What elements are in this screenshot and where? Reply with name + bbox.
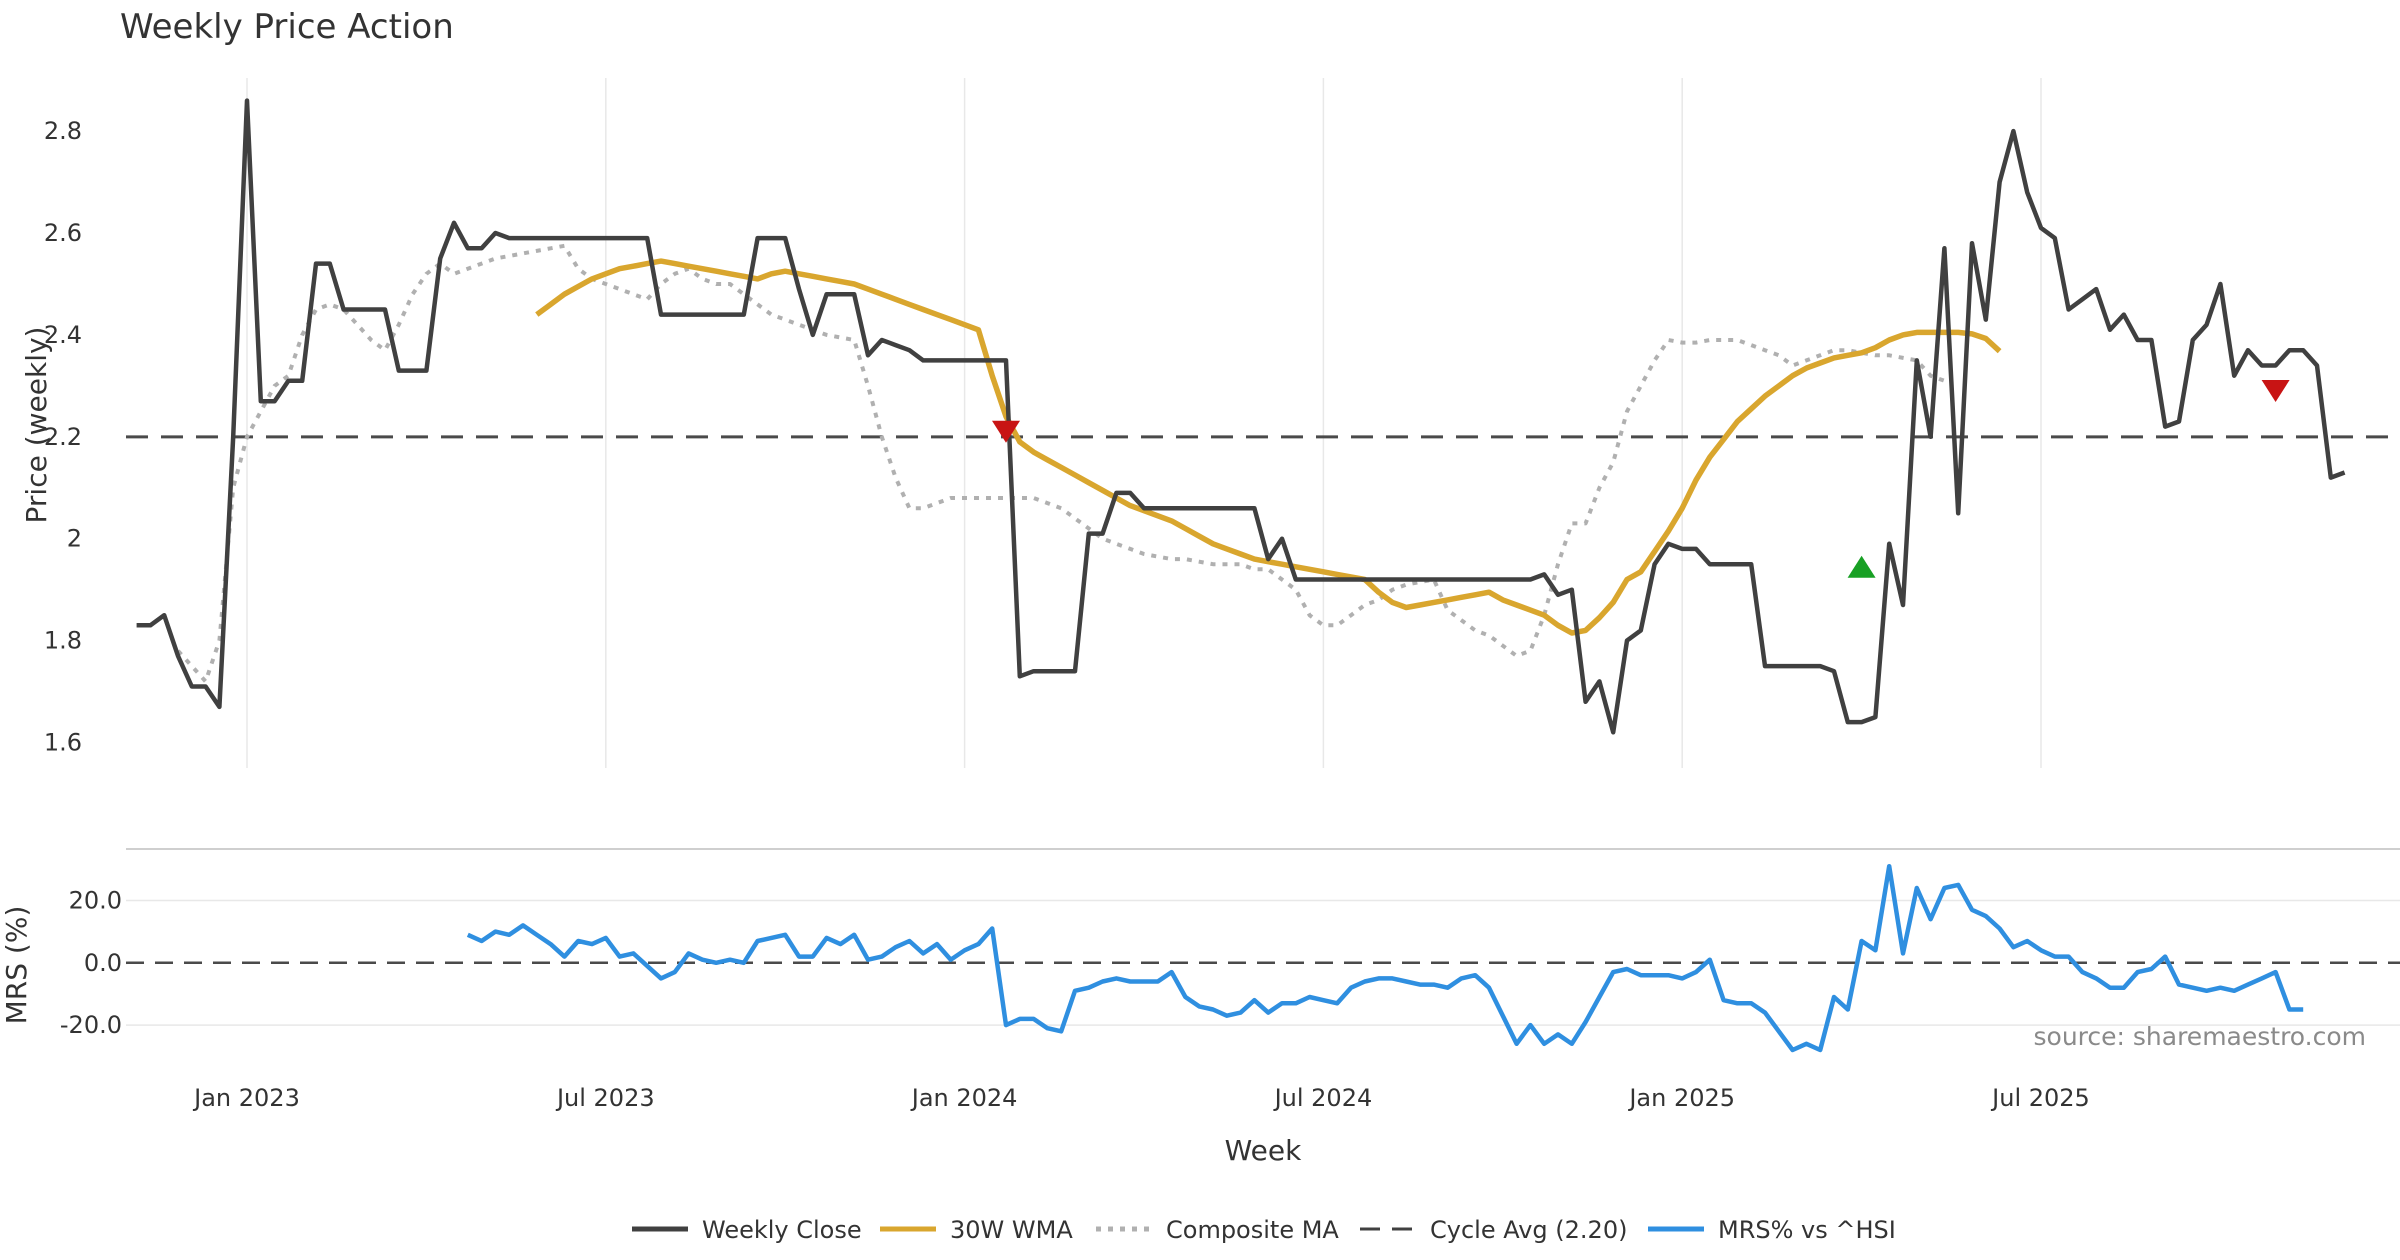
mrs-y-tick-1: 0.0 xyxy=(84,949,122,977)
price-axis-label: Price (weekly) xyxy=(20,327,53,524)
mrs-line xyxy=(466,863,2304,1053)
x-tick-0: Jan 2023 xyxy=(192,1084,300,1112)
mrs-y-tick-2: -20.0 xyxy=(60,1011,122,1039)
price-y-tick-2: 2 xyxy=(67,525,82,553)
sell-signal-marker-0 xyxy=(992,420,1020,443)
price-y-tick-6: 2.8 xyxy=(44,117,82,145)
price-y-tick-3: 2.2 xyxy=(44,423,82,451)
legend-label-3: Cycle Avg (2.20) xyxy=(1430,1216,1627,1244)
price-y-tick-5: 2.6 xyxy=(44,219,82,247)
price-y-tick-1: 1.8 xyxy=(44,627,82,655)
x-tick-4: Jan 2025 xyxy=(1627,1084,1735,1112)
legend-label-1: 30W WMA xyxy=(950,1216,1073,1244)
signal-markers xyxy=(992,379,2290,578)
legend-label-0: Weekly Close xyxy=(702,1216,862,1244)
weekly-close-line xyxy=(136,98,2346,735)
wma-30w-line xyxy=(535,258,2002,636)
mrs-gridlines xyxy=(126,899,2400,1026)
x-tick-5: Jul 2025 xyxy=(1990,1084,2090,1112)
source-note: source: sharemaestro.com xyxy=(2034,1022,2367,1051)
x-ticks: Jan 2023 Jul 2023 Jan 2024 Jul 2024 Jan 2025… xyxy=(192,1084,2090,1112)
legend-label-4: MRS% vs ^HSI xyxy=(1718,1216,1896,1244)
sell-signal-marker-2 xyxy=(2261,379,2290,402)
x-axis-label: Week xyxy=(1225,1134,1302,1167)
composite-ma-line xyxy=(176,243,1946,684)
price-y-ticks: 1.6 1.8 2 2.2 2.4 2.6 2.8 xyxy=(44,117,82,756)
price-gridlines xyxy=(246,78,2042,768)
x-tick-1: Jul 2023 xyxy=(555,1084,655,1112)
legend-label-2: Composite MA xyxy=(1166,1216,1339,1244)
x-tick-2: Jan 2024 xyxy=(910,1084,1018,1112)
price-y-tick-0: 1.6 xyxy=(44,729,82,757)
mrs-series xyxy=(466,863,2304,1053)
price-series xyxy=(136,98,2346,735)
mrs-y-tick-0: 20.0 xyxy=(69,886,122,914)
legend: Weekly Close 30W WMA Composite MA Cycle Avg… xyxy=(632,1216,1896,1244)
mrs-axis-label: MRS (%) xyxy=(0,906,33,1025)
mrs-y-ticks: 20.0 0.0 -20.0 xyxy=(60,886,122,1039)
x-tick-3: Jul 2024 xyxy=(1273,1084,1373,1112)
chart-title: Weekly Price Action xyxy=(120,7,454,47)
price-y-tick-4: 2.4 xyxy=(44,321,82,349)
buy-signal-marker-1 xyxy=(1847,555,1876,578)
